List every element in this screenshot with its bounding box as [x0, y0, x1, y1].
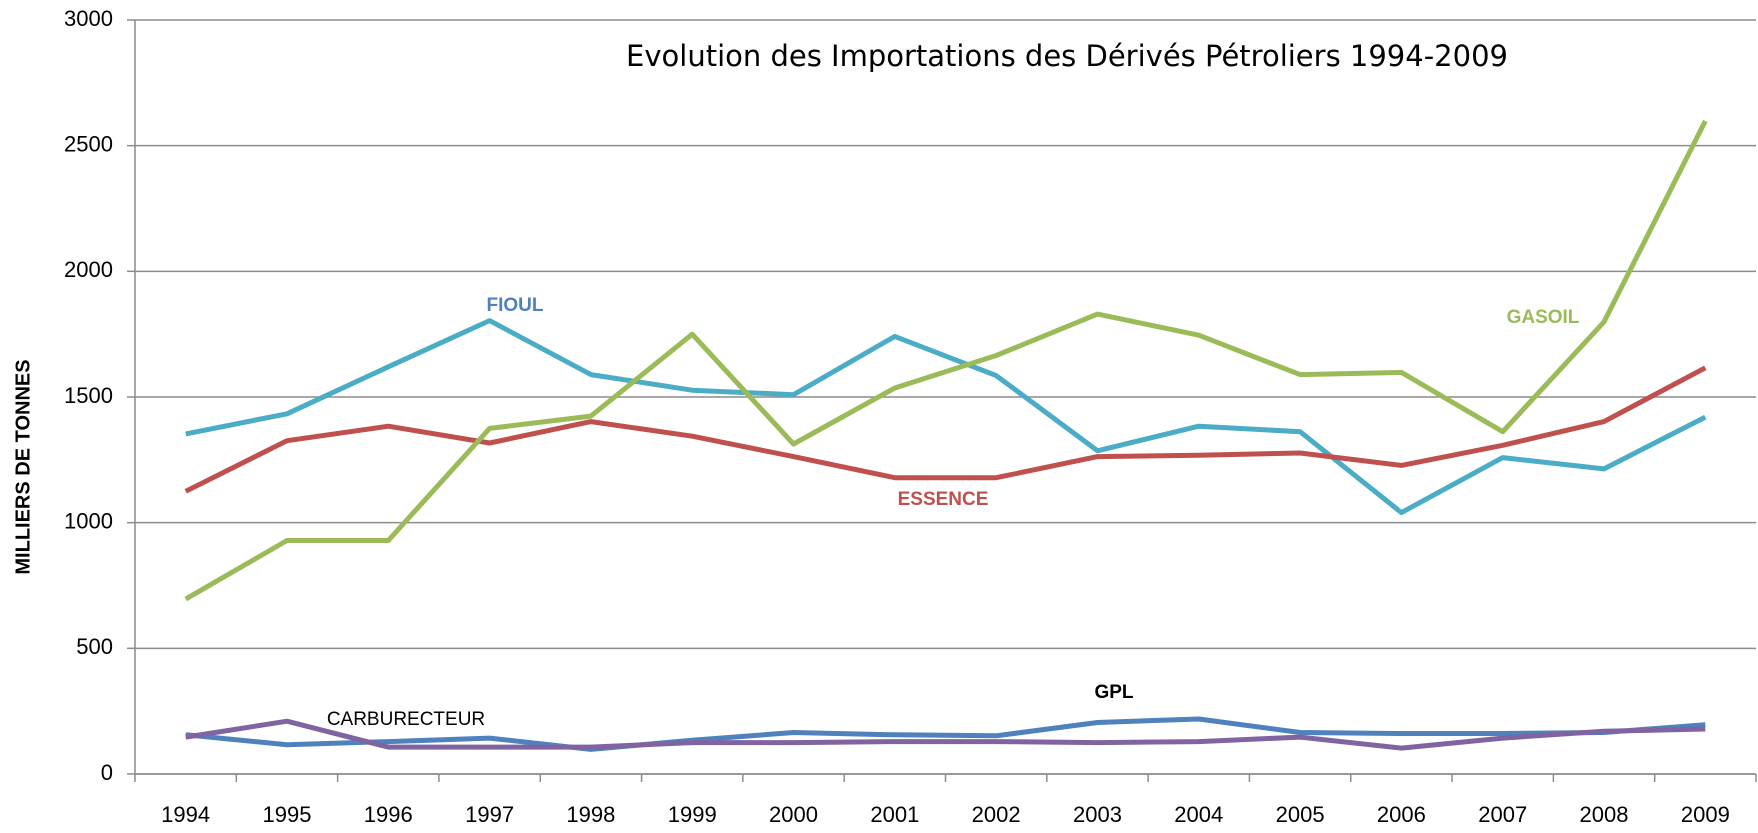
x-tick-label: 2005: [1276, 802, 1325, 827]
x-tick-label: 2003: [1073, 802, 1122, 827]
y-tick-label: 2000: [64, 257, 113, 282]
x-tick-label: 1994: [161, 802, 210, 827]
x-tick-label: 2002: [972, 802, 1021, 827]
series-line: [184, 365, 1707, 494]
y-tick-label: 3000: [64, 6, 113, 31]
series-label: ESSENCE: [898, 489, 989, 510]
y-tick-label: 1000: [64, 508, 113, 533]
series-line: [184, 119, 1708, 602]
series-line: [185, 718, 1706, 751]
y-tick-label: 500: [76, 634, 113, 659]
series-label: GPL: [1094, 682, 1133, 703]
chart-title: Evolution des Importations des Dérivés P…: [626, 39, 1508, 73]
y-axis-label: MILLIERS DE TONNES: [12, 359, 34, 574]
x-tick-label: 2001: [870, 802, 919, 827]
series-label: FIOUL: [487, 295, 544, 316]
x-tick-label: 2004: [1174, 802, 1223, 827]
x-tick-label: 2007: [1478, 802, 1527, 827]
y-tick-label: 2500: [64, 131, 113, 156]
x-tick-label: 2009: [1681, 802, 1730, 827]
x-tick-label: 1996: [364, 802, 413, 827]
series-line: [185, 318, 1707, 516]
x-tick-label: 1997: [465, 802, 514, 827]
y-tick-label: 1500: [64, 383, 113, 408]
x-tick-label: 1999: [668, 802, 717, 827]
series-label: GASOIL: [1507, 307, 1580, 328]
series-label: CARBURECTEUR: [327, 709, 485, 730]
y-tick-label: 0: [101, 760, 113, 785]
x-tick-label: 1998: [566, 802, 615, 827]
x-tick-label: 2000: [769, 802, 818, 827]
series-line: [185, 716, 1706, 752]
x-tick-label: 1995: [262, 802, 311, 827]
x-tick-label: 2006: [1377, 802, 1426, 827]
x-tick-label: 2008: [1580, 802, 1629, 827]
